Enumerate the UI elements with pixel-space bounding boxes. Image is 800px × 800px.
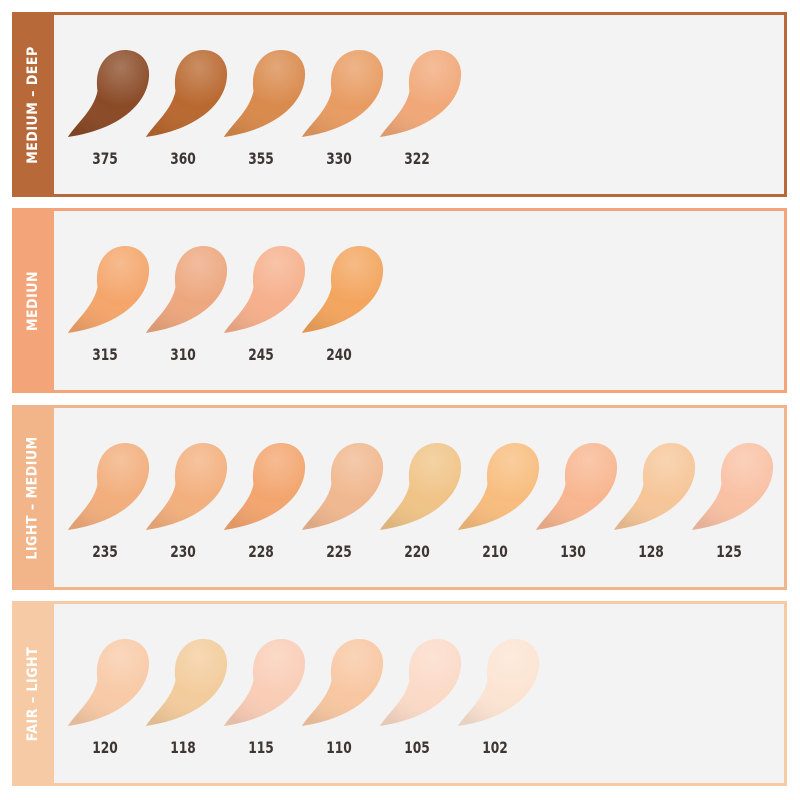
shade-code: 330 [326, 149, 352, 168]
shade-swatch: 235 [65, 438, 151, 561]
swatch-blob [301, 246, 384, 333]
swatch-blob [145, 50, 228, 137]
group-label-band: MEDIUM – DEEP [12, 12, 54, 197]
shade-swatch: 128 [611, 438, 697, 561]
swatch-blob [145, 443, 228, 530]
group-label-band: LIGHT – MEDIUM [12, 405, 54, 590]
swatch-blob [223, 50, 306, 137]
group-label: MEDIUN [25, 270, 41, 331]
swatch-blob [457, 639, 540, 726]
swatch-blob [301, 443, 384, 530]
shade-code: 125 [716, 542, 742, 561]
shade-swatch: 315 [65, 241, 151, 364]
shade-swatch: 310 [143, 241, 229, 364]
shade-code: 360 [170, 149, 196, 168]
group-label: FAIR – LIGHT [25, 646, 41, 741]
shade-code: 235 [92, 542, 118, 561]
shade-swatch: 102 [455, 634, 541, 757]
shade-code: 230 [170, 542, 196, 561]
shade-code: 128 [638, 542, 664, 561]
swatch-row: 120 118 115 110 [65, 634, 784, 764]
shade-code: 115 [248, 738, 274, 757]
shade-swatch: 230 [143, 438, 229, 561]
swatch-blob [67, 246, 150, 333]
swatch-row: 235 230 228 225 [65, 438, 784, 568]
shade-code: 315 [92, 345, 118, 364]
swatch-blob [691, 443, 774, 530]
swatch-blob [223, 246, 306, 333]
shade-swatch: 130 [533, 438, 619, 561]
shade-swatch: 220 [377, 438, 463, 561]
shade-swatch: 125 [689, 438, 775, 561]
shade-group-panel: MEDIUN 315 310 245 [12, 208, 787, 393]
shade-code: 228 [248, 542, 274, 561]
shade-code: 220 [404, 542, 430, 561]
group-label: LIGHT – MEDIUM [25, 435, 42, 560]
swatch-blob [223, 639, 306, 726]
shade-swatch: 375 [65, 45, 151, 168]
shade-swatch: 355 [221, 45, 307, 168]
shade-code: 210 [482, 542, 508, 561]
group-label: MEDIUM – DEEP [25, 45, 42, 164]
swatch-blob [301, 639, 384, 726]
swatch-blob [535, 443, 618, 530]
group-label-band: FAIR – LIGHT [12, 601, 54, 786]
shade-swatch: 225 [299, 438, 385, 561]
shade-code: 130 [560, 542, 586, 561]
swatch-blob [301, 50, 384, 137]
shade-swatch: 118 [143, 634, 229, 757]
shade-swatch: 240 [299, 241, 385, 364]
shade-swatch: 330 [299, 45, 385, 168]
shade-code: 120 [92, 738, 118, 757]
shade-code: 375 [92, 149, 118, 168]
shade-group-panel: FAIR – LIGHT 120 118 115 [12, 601, 787, 786]
swatch-blob [145, 639, 228, 726]
swatch-row: 315 310 245 240 [65, 241, 784, 371]
shade-code: 322 [404, 149, 430, 168]
shade-code: 105 [404, 738, 430, 757]
shade-code: 310 [170, 345, 196, 364]
shade-swatch: 322 [377, 45, 463, 168]
swatch-blob [457, 443, 540, 530]
swatch-blob [223, 443, 306, 530]
shade-group-panel: LIGHT – MEDIUM 235 230 228 [12, 405, 787, 590]
shade-group-panel: MEDIUM – DEEP 375 360 355 [12, 12, 787, 197]
group-label-band: MEDIUN [12, 208, 54, 393]
shade-code: 102 [482, 738, 508, 757]
swatch-blob [379, 639, 462, 726]
shade-code: 355 [248, 149, 274, 168]
shade-swatch: 245 [221, 241, 307, 364]
swatch-row: 375 360 355 330 [65, 45, 784, 175]
shade-code: 245 [248, 345, 274, 364]
shade-swatch: 360 [143, 45, 229, 168]
shade-swatch: 110 [299, 634, 385, 757]
swatch-blob [67, 639, 150, 726]
shade-code: 225 [326, 542, 352, 561]
swatch-blob [145, 246, 228, 333]
shade-swatch: 210 [455, 438, 541, 561]
shade-swatch: 115 [221, 634, 307, 757]
swatch-blob [379, 50, 462, 137]
shade-swatch: 120 [65, 634, 151, 757]
swatch-blob [613, 443, 696, 530]
shade-code: 110 [326, 738, 352, 757]
shade-swatch: 105 [377, 634, 463, 757]
swatch-blob [67, 50, 150, 137]
swatch-blob [67, 443, 150, 530]
shade-swatch: 228 [221, 438, 307, 561]
shade-code: 240 [326, 345, 352, 364]
swatch-blob [379, 443, 462, 530]
shade-code: 118 [170, 738, 196, 757]
